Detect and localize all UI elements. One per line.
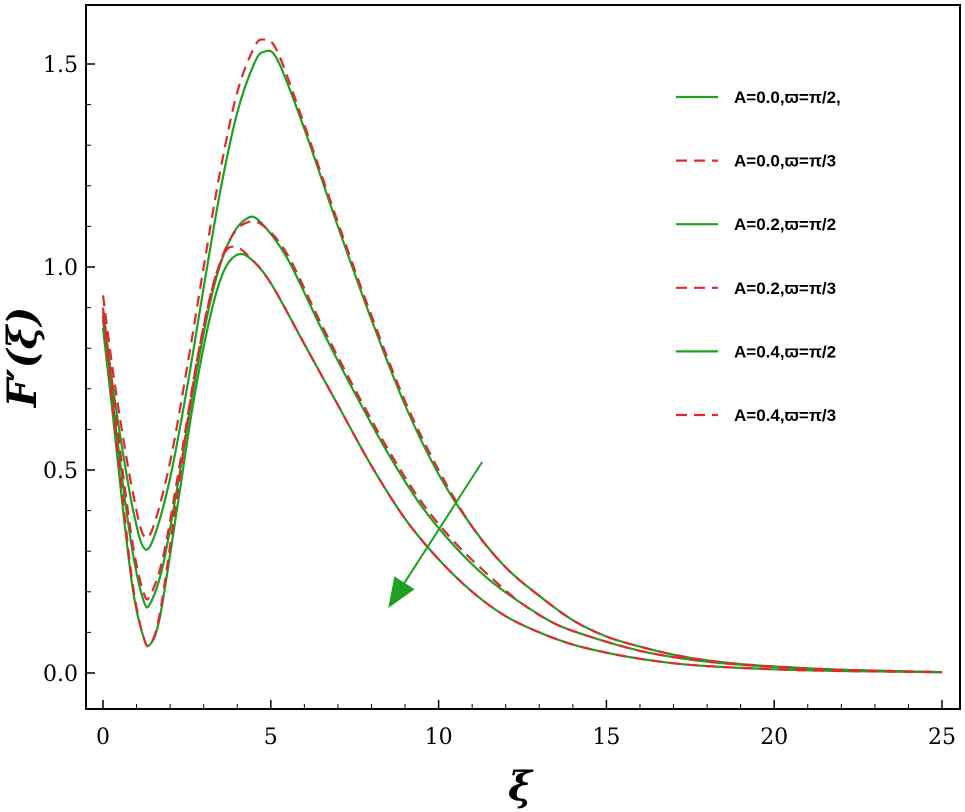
legend: A=0.0,ϖ=π/2, A=0.0,ϖ=π/3 A=0.2,ϖ=π/2 A=0.2,… (676, 88, 841, 425)
legend-label-4: A=0.2,ϖ=π/3 (734, 279, 836, 298)
x-tick-label: 10 (425, 725, 453, 750)
y-axis-title: F′(ξ) (0, 307, 46, 409)
annotation-arrow (388, 461, 484, 609)
y-tick-label: 0.0 (43, 662, 78, 687)
series-line-6 (101, 245, 943, 674)
legend-label-3: A=0.2,ϖ=π/2 (734, 215, 836, 234)
y-tick-label: 1.0 (43, 256, 78, 281)
series-line-1 (101, 49, 943, 674)
series-line-5 (101, 252, 943, 674)
legend-label-5: A=0.4,ϖ=π/2 (734, 342, 836, 361)
arrow-head (388, 576, 415, 609)
x-tick-label: 20 (760, 725, 788, 750)
x-tick-label: 0 (96, 725, 110, 750)
series-layer (101, 38, 943, 674)
x-axis-title: ξ (508, 763, 534, 810)
series-line-4 (101, 220, 943, 674)
x-tick-label: 15 (592, 725, 620, 750)
plot-frame (85, 4, 961, 710)
arrow-shaft (403, 461, 484, 584)
x-tick-label: 25 (928, 725, 956, 750)
legend-label-1: A=0.0,ϖ=π/2, (734, 88, 841, 107)
x-tick-label: 5 (264, 725, 278, 750)
axis-ticks: 0 5 10 15 20 25 0.0 0.5 1.0 1.5 (43, 53, 956, 750)
y-tick-label: 0.5 (43, 459, 78, 484)
legend-label-6: A=0.4,ϖ=π/3 (734, 406, 836, 425)
y-tick-label: 1.5 (43, 53, 78, 78)
legend-label-2: A=0.0,ϖ=π/3 (734, 152, 836, 171)
